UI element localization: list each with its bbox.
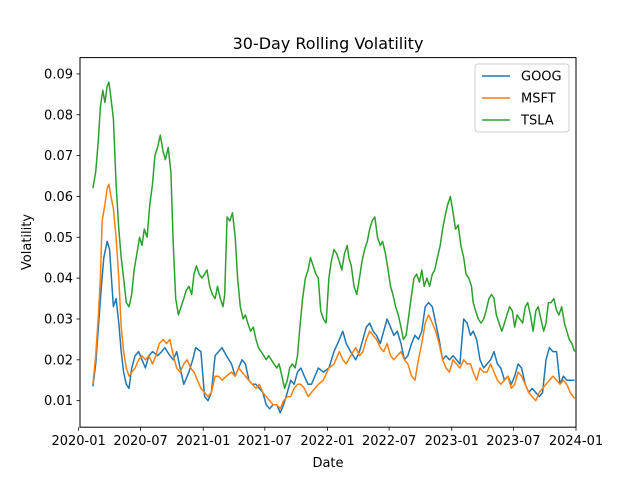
y-tick-label: 0.04 [44,272,73,287]
y-tick-label: 0.07 [44,149,73,164]
y-tick-label: 0.02 [44,353,73,368]
series-line-goog [92,240,575,414]
x-tick-label: 2022-01 [300,434,354,449]
x-tick-label: 2023-07 [486,434,540,449]
x-tick-label: 2020-07 [113,434,167,449]
y-tick-label: 0.06 [44,190,73,205]
y-tick-label: 0.03 [44,312,73,327]
y-axis-label: Volatility [20,214,35,270]
axes-frame [79,57,577,428]
legend-label-tsla: TSLA [520,114,554,129]
series-line-tsla [92,81,576,390]
x-tick-label: 2022-07 [362,434,416,449]
legend-label-msft: MSFT [521,92,556,107]
chart-legend: GOOG MSFT TSLA [474,63,570,133]
series-layer [92,81,576,414]
series-line-msft [92,183,576,410]
y-tick-label: 0.08 [44,108,73,123]
x-tick-label: 2021-01 [176,434,230,449]
x-tick-label: 2021-07 [238,434,292,449]
x-tick-label: 2023-01 [425,434,479,449]
y-tick-label: 0.01 [44,394,73,409]
chart-title: 30-Day Rolling Volatility [233,34,424,53]
legend-label-goog: GOOG [521,70,562,85]
y-axis: 0.01 0.02 0.03 0.04 0.05 0.06 0.07 0.08 0.09 [44,67,80,409]
x-axis-label: Date [312,456,343,471]
y-tick-label: 0.05 [44,231,73,246]
plot-area [79,57,577,428]
legend-frame [474,63,570,133]
x-axis: 2020-01 2020-07 2021-01 2021-07 2022-01 2022-… [51,427,603,449]
x-tick-label: 2024-01 [549,434,603,449]
x-tick-label: 2020-01 [51,434,105,449]
y-tick-label: 0.09 [44,67,73,82]
